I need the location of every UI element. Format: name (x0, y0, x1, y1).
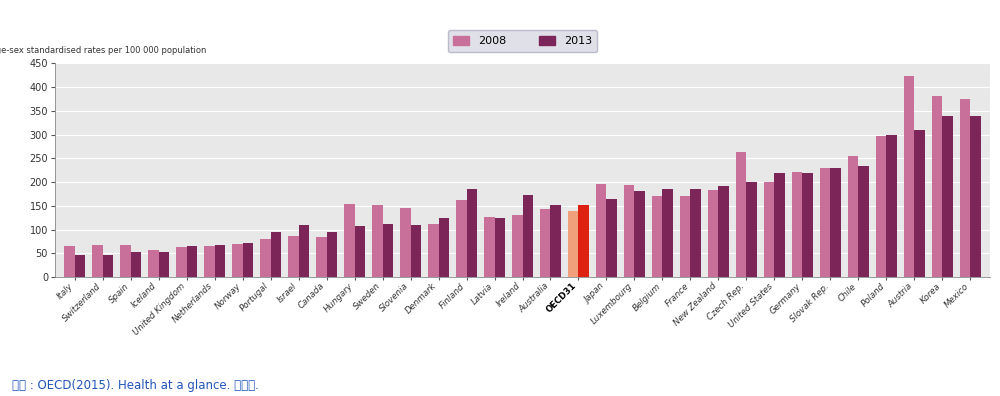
Bar (568, 211, 578, 277)
Bar (624, 185, 634, 277)
Bar (495, 218, 505, 277)
Bar (299, 225, 309, 277)
Bar (662, 189, 673, 277)
Bar (316, 237, 327, 277)
Bar (103, 255, 113, 277)
Bar (830, 168, 841, 277)
Bar (64, 246, 75, 277)
Bar (232, 244, 243, 277)
Bar (848, 156, 858, 277)
Bar (411, 225, 421, 277)
Bar (215, 245, 225, 277)
Bar (746, 182, 757, 277)
Bar (522, 196, 533, 277)
Bar (764, 182, 774, 277)
Bar (960, 99, 970, 277)
Bar (792, 172, 802, 277)
Bar (159, 252, 169, 277)
Bar (372, 205, 383, 277)
Bar (774, 173, 785, 277)
Bar (75, 255, 85, 277)
Bar (400, 208, 411, 277)
Bar (652, 196, 662, 277)
Bar (428, 225, 439, 277)
Bar (187, 246, 197, 277)
Bar (131, 252, 141, 277)
Bar (467, 189, 477, 277)
Bar (578, 205, 589, 277)
Bar (327, 232, 337, 277)
Bar (876, 136, 886, 277)
Bar (932, 96, 942, 277)
Bar (260, 239, 271, 277)
Bar (355, 226, 365, 277)
Bar (271, 232, 281, 277)
Bar (204, 246, 215, 277)
Bar (148, 250, 159, 277)
Bar (914, 130, 925, 277)
Legend: 2008, 2013: 2008, 2013 (448, 30, 597, 52)
Bar (606, 199, 617, 277)
Bar (904, 76, 914, 277)
Bar (344, 204, 355, 277)
Bar (858, 166, 869, 277)
Bar (942, 116, 953, 277)
Bar (802, 173, 813, 277)
Bar (708, 190, 718, 277)
Text: 자료 : OECD(2015). Health at a glance. 재인용.: 자료 : OECD(2015). Health at a glance. 재인용… (12, 379, 259, 392)
Bar (176, 247, 187, 277)
Bar (886, 135, 897, 277)
Bar (736, 152, 746, 277)
Bar (718, 186, 729, 277)
Bar (820, 168, 830, 277)
Bar (680, 196, 690, 277)
Bar (512, 215, 522, 277)
Bar (596, 184, 606, 277)
Bar (456, 200, 467, 277)
Bar (383, 223, 393, 277)
Bar (970, 116, 981, 277)
Bar (92, 245, 103, 277)
Bar (288, 236, 299, 277)
Bar (243, 243, 253, 277)
Bar (439, 218, 449, 277)
Bar (120, 246, 131, 277)
Bar (634, 191, 645, 277)
Text: Age-sex standardised rates per 100 000 population: Age-sex standardised rates per 100 000 p… (0, 46, 206, 55)
Bar (690, 189, 701, 277)
Bar (550, 205, 561, 277)
Bar (484, 217, 495, 277)
Bar (540, 209, 550, 277)
